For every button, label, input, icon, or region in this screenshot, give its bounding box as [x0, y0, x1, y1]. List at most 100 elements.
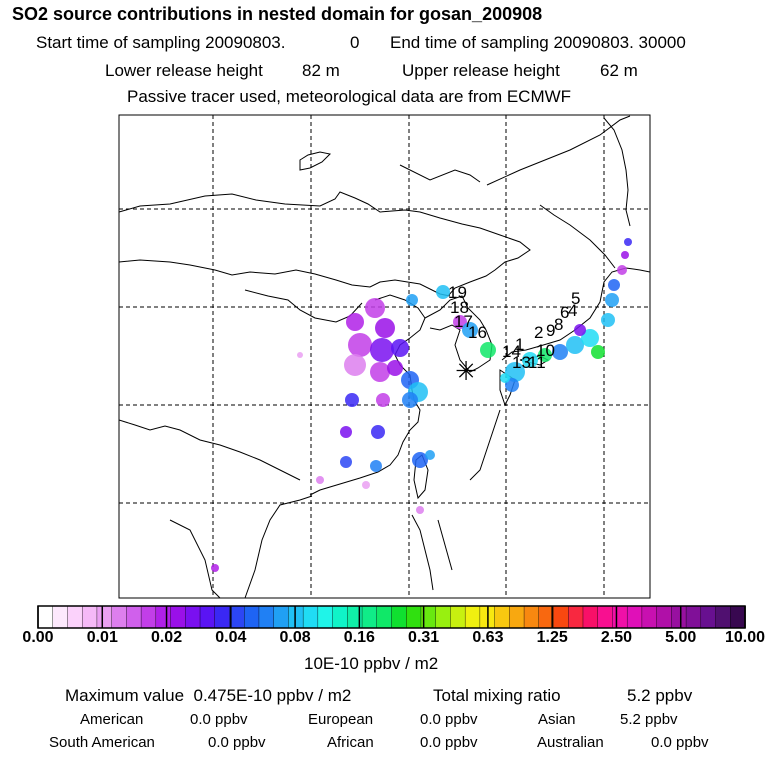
colorbar-cell	[258, 605, 275, 629]
source-label-10: 10	[536, 341, 555, 360]
colorbar-tick-label: 1.25	[536, 629, 568, 646]
concentration-cell	[605, 293, 619, 307]
colorbar-cell	[553, 605, 569, 629]
colorbar-tick-label: 0.08	[279, 629, 311, 646]
source-label-16: 16	[468, 323, 487, 342]
concentration-cell	[391, 339, 409, 357]
total-mixing-value: 5.2 ppbv	[627, 686, 693, 705]
source-label-19: 19	[448, 283, 467, 302]
colorbar-cell	[81, 605, 98, 629]
colorbar-cell	[523, 605, 540, 629]
source-label-8: 8	[554, 315, 563, 334]
start-time-hour: 0	[350, 33, 360, 52]
concentration-cell	[344, 354, 366, 376]
colorbar-tick-label: 2.50	[600, 629, 633, 646]
source-label-1: 1	[515, 335, 524, 354]
concentration-cell	[538, 348, 552, 362]
colorbar-unit: 10E-10 ppbv / m2	[304, 654, 439, 673]
colorbar-cell	[656, 605, 673, 629]
upper-release-value: 62 m	[600, 61, 638, 80]
upper-release-label: Upper release height	[402, 61, 560, 80]
concentration-cell	[425, 450, 435, 460]
colorbar-cell	[406, 605, 422, 629]
lower-release-value: 82 m	[302, 61, 340, 80]
concentration-cell	[376, 393, 390, 407]
concentration-cell	[370, 338, 394, 362]
concentration-cell	[591, 345, 605, 359]
colorbar-cell	[464, 605, 481, 629]
region-value: 0.0 ppbv	[651, 734, 709, 751]
colorbar-cell	[612, 605, 628, 629]
region-name: Australian	[537, 734, 604, 751]
colorbar-cell	[317, 605, 334, 629]
colorbar-cell	[302, 605, 319, 629]
region-name: European	[308, 711, 374, 728]
concentration-cell	[402, 392, 418, 408]
colorbar-cell	[244, 605, 260, 629]
colorbar-cell	[391, 605, 407, 629]
concentration-cell	[621, 251, 629, 259]
source-label-5: 5	[571, 289, 580, 308]
colorbar-cell	[641, 605, 658, 629]
source-label-4: 4	[568, 301, 577, 320]
concentration-cell	[211, 564, 219, 572]
colorbar-tick-label: 0.00	[22, 629, 54, 646]
colorbar-cell	[332, 605, 349, 629]
concentration-cell	[462, 322, 478, 338]
colorbar-cell	[170, 605, 186, 629]
concentration-cell	[416, 506, 424, 514]
concentration-cell	[340, 456, 352, 468]
source-label-6: 6	[560, 303, 569, 322]
concentration-cell	[505, 362, 525, 382]
concentration-cell	[608, 279, 620, 291]
concentration-cell	[316, 476, 324, 484]
colorbar-cell	[361, 605, 378, 629]
colorbar-cell	[730, 605, 746, 629]
total-mixing-label: Total mixing ratio	[433, 686, 561, 705]
source-label-14: 14	[502, 342, 521, 361]
colorbar-cell	[155, 605, 172, 629]
source-label-9: 9	[546, 321, 555, 340]
colorbar-tick-label: 5.00	[665, 629, 697, 646]
colorbar-cell	[509, 605, 525, 629]
receptor-star-icon: ✳	[455, 356, 477, 386]
colorbar-tick-label: 0.16	[343, 629, 375, 646]
colorbar-cell	[273, 605, 290, 629]
colorbar-cell	[52, 605, 69, 629]
concentration-cell	[297, 352, 303, 358]
concentration-cell	[601, 313, 615, 327]
colorbar-cell	[140, 605, 157, 629]
concentration-cell	[617, 265, 627, 275]
colorbar-cell	[626, 605, 643, 629]
colorbar-tick-label: 0.63	[472, 629, 504, 646]
colorbar-cell	[199, 605, 216, 629]
colorbar-cell	[67, 605, 83, 629]
concentration-blobs	[211, 238, 632, 572]
max-value-label: Maximum value	[65, 686, 185, 705]
colorbar-cell	[435, 605, 452, 629]
colorbar-cell	[671, 605, 687, 629]
coastlines	[119, 115, 650, 598]
region-value: 0.0 ppbv	[208, 734, 266, 751]
colorbar-cell	[347, 605, 363, 629]
start-time-label: Start time of sampling 20090803.	[36, 33, 286, 52]
colorbar-cell	[214, 605, 231, 629]
colorbar-tick-label: 0.31	[408, 629, 440, 646]
region-value: 5.2 ppbv	[620, 711, 678, 728]
concentration-cell	[406, 294, 418, 306]
colorbar-tick-label: 0.01	[86, 629, 118, 646]
tracer-note: Passive tracer used, meteorological data…	[127, 87, 572, 106]
colorbar-cell	[37, 605, 54, 629]
concentration-cell	[574, 324, 586, 336]
colorbar-cell	[96, 605, 113, 629]
region-name: Asian	[538, 711, 576, 728]
concentration-cell	[566, 336, 584, 354]
concentration-cell	[480, 342, 496, 358]
region-value: 0.0 ppbv	[420, 734, 478, 751]
lower-release-label: Lower release height	[105, 61, 263, 80]
colorbar-cell	[229, 605, 245, 629]
region-name: African	[327, 734, 374, 751]
concentration-cell	[552, 344, 568, 360]
region-name: American	[80, 711, 144, 728]
